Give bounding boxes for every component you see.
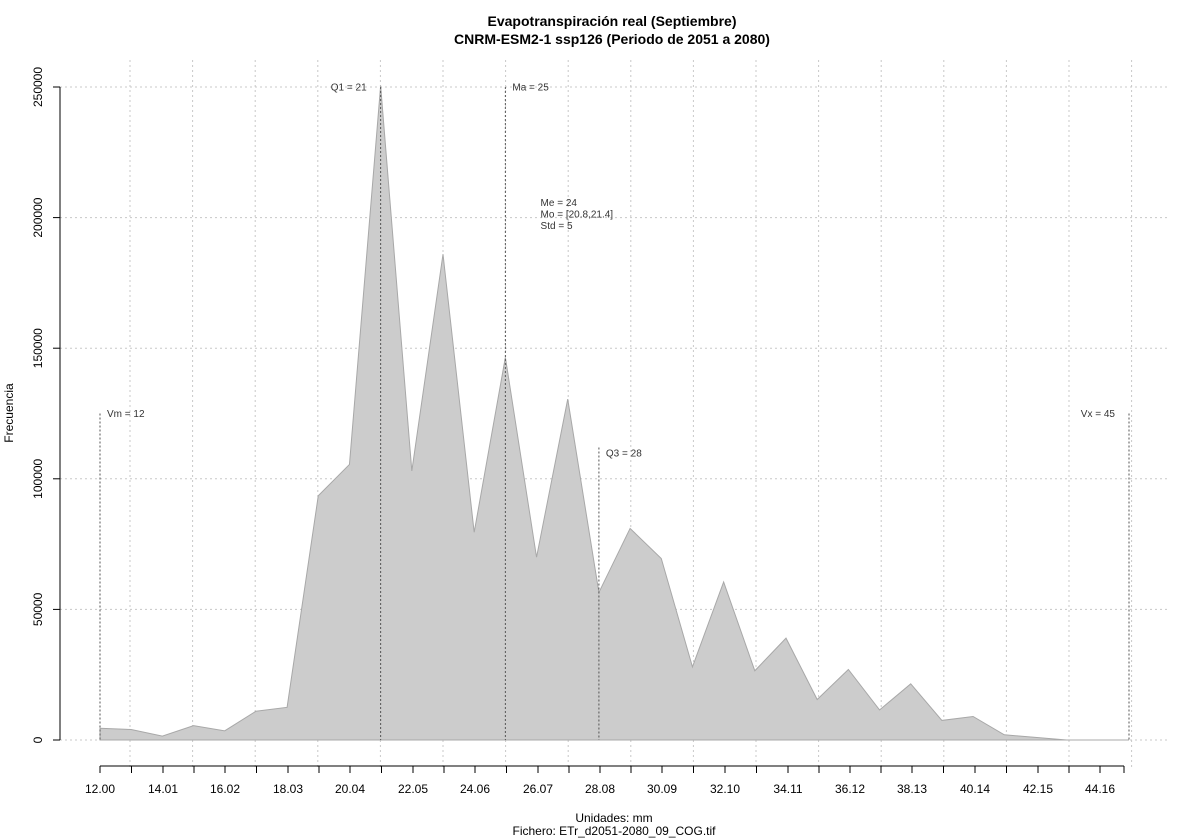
stat-label: Vx = 45 [1081,409,1116,420]
x-tick-label: 32.10 [710,782,740,796]
file-caption: Fichero: ETr_d2051-2080_09_COG.tif [513,824,717,838]
stats-line: Std = 5 [541,221,573,232]
y-axis-ticks: 0 50000 100000 150000 200000 250000 [31,67,60,743]
stats-line: Me = 24 [541,198,578,209]
x-tick-label: 12.00 [85,782,115,796]
stat-label: Vm = 12 [107,409,145,420]
x-tick-label: 38.13 [897,782,927,796]
x-tick-label: 14.01 [148,782,178,796]
y-axis-label: Frecuencia [2,383,16,443]
x-tick-label: 30.09 [647,782,677,796]
chart-title: Evapotranspiración real (Septiembre) [488,13,737,29]
statistic-lines [99,87,1130,740]
y-tick-label: 150000 [31,328,45,368]
x-tick-label: 22.05 [398,782,428,796]
x-tick-label: 40.14 [960,782,990,796]
y-tick-label: 50000 [31,592,45,626]
x-tick-label: 16.02 [210,782,240,796]
x-tick-label: 20.04 [335,782,365,796]
statistic-annotations: Vm = 12 Q1 = 21 Ma = 25 Q3 = 28 Vx = 45 [107,83,1115,460]
x-axis-ticks: 12.00 14.01 16.02 18.03 20.04 22.05 24.06 26.07… [85,766,1125,796]
stat-label: Q3 = 28 [606,448,642,459]
x-tick-label: 28.08 [585,782,615,796]
frequency-area [99,85,1129,741]
x-tick-label: 44.16 [1085,782,1115,796]
x-axis-label: Unidades: mm [575,811,652,825]
y-tick-label: 100000 [31,458,45,498]
x-tick-label: 18.03 [273,782,303,796]
y-tick-label: 0 [31,736,45,743]
x-tick-label: 34.11 [773,782,802,796]
y-tick-label: 250000 [31,67,45,107]
chart-subtitle: CNRM-ESM2-1 ssp126 (Periodo de 2051 a 20… [454,31,770,47]
x-tick-label: 26.07 [523,782,553,796]
y-tick-label: 200000 [31,197,45,237]
x-tick-label: 24.06 [460,782,490,796]
stat-label: Q1 = 21 [331,83,367,94]
x-tick-label: 42.15 [1023,782,1053,796]
stat-label: Ma = 25 [512,83,549,94]
stats-line: Mo = [20.8,21.4] [541,210,614,221]
x-tick-label: 36.12 [835,782,865,796]
